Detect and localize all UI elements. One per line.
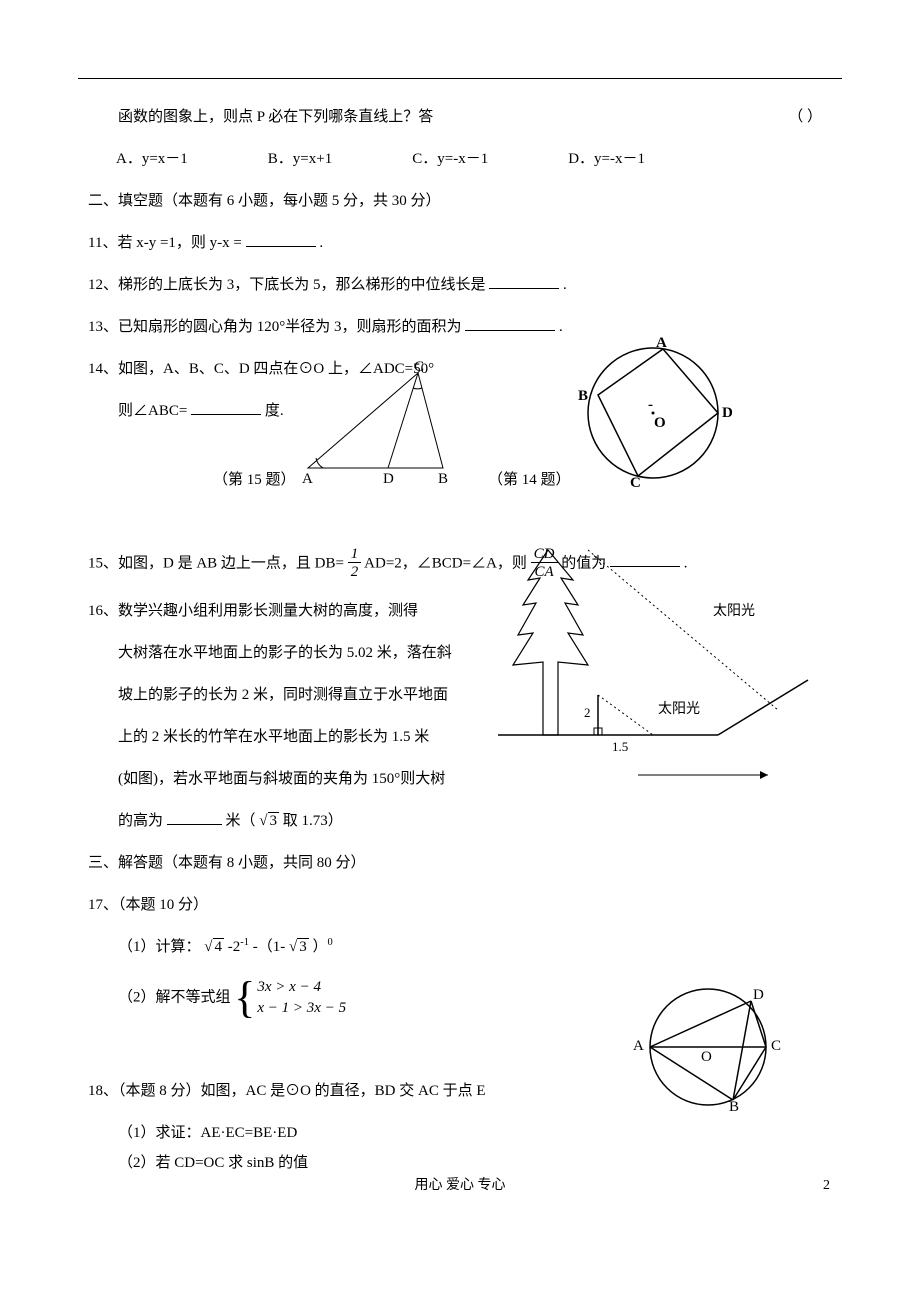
q10-text: 函数的图象上，则点 P 必在下列哪条直线上？答: [118, 109, 433, 125]
q12-text: 12、梯形的上底长为 3，下底长为 5，那么梯形的中位线长是: [88, 277, 486, 293]
q15-frac1: 1 2: [348, 547, 362, 581]
q17-sqrt3: 3: [289, 935, 309, 959]
q15-f1-den: 2: [348, 563, 362, 581]
footer: 用心 爱心 专心: [0, 1174, 920, 1194]
q11-blank: [246, 232, 316, 247]
fig18-A: A: [633, 1038, 644, 1055]
q13-blank: [465, 316, 555, 331]
fig18-D: D: [753, 987, 764, 1004]
q17-1a: （1）计算：: [118, 939, 201, 955]
q11: 11、若 x-y =1，则 y-x = .: [88, 231, 832, 255]
brace-icon: {: [234, 980, 255, 1015]
q17-sqrt4: 4: [204, 935, 224, 959]
page-content: 函数的图象上，则点 P 必在下列哪条直线上？答 （ ） A．y=x－1 B．y=…: [88, 105, 832, 1193]
fig14-ref: （第 14 题）: [488, 468, 571, 492]
q18-2: （2）若 CD=OC 求 sinB 的值: [88, 1151, 832, 1175]
q17-ineq2: x − 1 > 3x − 5: [257, 998, 346, 1019]
q17-head: 17、（本题 10 分）: [88, 893, 832, 917]
q12-end: .: [563, 277, 567, 293]
figure-18: A B C D O: [623, 975, 793, 1130]
q15-a: 15、如图，D 是 AB 边上一点，且 DB=: [88, 555, 344, 571]
fig18-C: C: [771, 1038, 781, 1055]
q12-blank: [489, 274, 559, 289]
fig14-A: A: [656, 335, 667, 352]
q16-l6c: 取 1.73）: [283, 813, 343, 829]
q17-ineq1: 3x > x − 4: [257, 977, 346, 998]
page-number: 2: [823, 1178, 830, 1194]
q17-brace: { 3x > x − 4 x − 1 > 3x − 5: [234, 977, 346, 1019]
q10-continuation: 函数的图象上，则点 P 必在下列哪条直线上？答 （ ）: [88, 105, 832, 129]
q17-1d: ）: [312, 939, 327, 955]
q10-paren: （ ）: [788, 105, 822, 129]
fig14-B: B: [578, 388, 588, 405]
q16-l4: 上的 2 米长的竹竿在水平地面上的影长为 1.5 米: [88, 725, 478, 749]
q17-1b: -2: [228, 939, 241, 955]
fig16-svg: [488, 540, 828, 800]
q16-l2: 大树落在水平地面上的影子的长为 5.02 米，落在斜: [88, 641, 478, 665]
q14-l2b: 度.: [265, 403, 284, 419]
q16-blank: [167, 810, 222, 825]
fig16-two: 2: [584, 705, 591, 721]
q17-2a: （2）解不等式组: [118, 989, 231, 1005]
q17-sup1: -1: [240, 937, 249, 948]
q10-opt-d: D．y=-x－1: [568, 147, 645, 171]
fig14-dash: -: [648, 397, 653, 414]
q17-sup2: 0: [328, 937, 333, 948]
section3-heading: 三、解答题（本题有 8 小题，共同 80 分）: [88, 851, 832, 875]
q13-text: 13、已知扇形的圆心角为 120°半径为 3，则扇形的面积为: [88, 319, 462, 335]
q11-end: .: [319, 235, 323, 251]
q17-1c: -（1-: [253, 939, 286, 955]
fig15-svg: [288, 363, 468, 483]
q10-opt-a: A．y=x－1: [116, 147, 188, 171]
figure-refs: （第 15 题） （第 14 题）: [88, 468, 832, 492]
q14-blank: [191, 400, 261, 415]
fig18-O: O: [701, 1049, 712, 1066]
section2-heading: 二、填空题（本题有 6 小题，每小题 5 分，共 30 分）: [88, 189, 832, 213]
q16-sqrt: 3: [259, 809, 279, 833]
fig16-sun1: 太阳光: [713, 600, 755, 620]
fig14-O: O: [654, 415, 666, 432]
q16-l6a: 的高为: [118, 813, 163, 829]
fig14-D: D: [722, 405, 733, 422]
fig15-C: C: [414, 359, 424, 376]
fig15-ref: （第 15 题）: [213, 468, 296, 492]
brace-content: 3x > x − 4 x − 1 > 3x − 5: [257, 977, 346, 1019]
fig18-B: B: [729, 1099, 739, 1116]
q16-l6b: 米（: [226, 813, 256, 829]
q17-1: （1）计算： 4 -2-1 -（1- 3 ）0: [88, 935, 832, 959]
page-top-border: [78, 78, 842, 79]
q16-l6: 的高为 米（ 3 取 1.73）: [88, 809, 832, 833]
q16-l5: (如图)，若水平地面与斜坡面的夹角为 150°则大树: [88, 767, 478, 791]
figure-16: 太阳光 太阳光 2 1.5: [488, 540, 828, 805]
q10-opt-c: C．y=-x－1: [412, 147, 488, 171]
q10-options: A．y=x－1 B．y=x+1 C．y=-x－1 D．y=-x－1: [88, 147, 832, 171]
q16-l3: 坡上的影子的长为 2 米，同时测得直立于水平地面: [88, 683, 478, 707]
fig16-onefive: 1.5: [612, 739, 628, 755]
q14-l2a: 则∠ABC=: [118, 403, 187, 419]
q10-opt-b: B．y=x+1: [268, 147, 332, 171]
q15-f1-num: 1: [348, 547, 362, 563]
q11-text: 11、若 x-y =1，则 y-x =: [88, 235, 242, 251]
fig16-sun2: 太阳光: [658, 698, 700, 718]
q12: 12、梯形的上底长为 3，下底长为 5，那么梯形的中位线长是 .: [88, 273, 832, 297]
